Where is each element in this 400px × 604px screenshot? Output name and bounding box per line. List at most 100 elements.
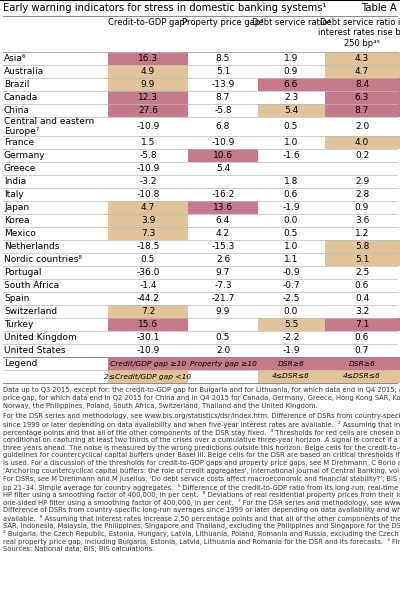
Bar xyxy=(108,214,188,227)
Text: Korea: Korea xyxy=(4,216,30,225)
Text: 1.0: 1.0 xyxy=(284,138,298,147)
Text: is used. For a discussion of the thresholds for credit-to-GDP gaps and property : is used. For a discussion of the thresho… xyxy=(3,460,400,466)
Text: -1.4: -1.4 xyxy=(139,281,157,290)
Text: DSR≥6: DSR≥6 xyxy=(349,361,375,367)
Bar xyxy=(188,201,258,214)
Text: 2.0: 2.0 xyxy=(216,346,230,355)
Text: 1.8: 1.8 xyxy=(284,177,298,186)
Text: 0.9: 0.9 xyxy=(284,67,298,76)
Text: Credit/GDP gap ≥10: Credit/GDP gap ≥10 xyxy=(110,361,186,367)
Text: 4.3: 4.3 xyxy=(355,54,369,63)
Text: -13.9: -13.9 xyxy=(211,80,235,89)
Text: 4≤DSR≤6: 4≤DSR≤6 xyxy=(272,373,310,379)
Text: -0.9: -0.9 xyxy=(282,268,300,277)
Text: Sources: National data; BIS; BIS calculations.: Sources: National data; BIS; BIS calcula… xyxy=(3,546,154,552)
Text: Mexico: Mexico xyxy=(4,229,36,238)
Text: 2.8: 2.8 xyxy=(355,190,369,199)
Text: Australia: Australia xyxy=(4,67,44,76)
Bar xyxy=(108,318,188,331)
Text: 5.4: 5.4 xyxy=(216,164,230,173)
Text: -18.5: -18.5 xyxy=(136,242,160,251)
Bar xyxy=(258,78,325,91)
Text: -10.9: -10.9 xyxy=(136,346,160,355)
Bar xyxy=(325,91,400,104)
Text: 6.3: 6.3 xyxy=(355,93,369,102)
Text: Credit-to-GDP gap²: Credit-to-GDP gap² xyxy=(108,18,188,27)
Bar xyxy=(108,91,188,104)
Text: 0.5: 0.5 xyxy=(284,229,298,238)
Text: ² Bulgaria, the Czech Republic, Estonia, Hungary, Latvia, Lithuania, Poland, Rom: ² Bulgaria, the Czech Republic, Estonia,… xyxy=(3,530,400,538)
Text: 8.5: 8.5 xyxy=(216,54,230,63)
Text: 3.9: 3.9 xyxy=(141,216,155,225)
Text: -10.8: -10.8 xyxy=(136,190,160,199)
Bar xyxy=(108,52,188,65)
Text: 2.9: 2.9 xyxy=(355,177,369,186)
Text: -5.8: -5.8 xyxy=(139,151,157,160)
Text: Nordic countries⁸: Nordic countries⁸ xyxy=(4,255,82,264)
Bar xyxy=(325,104,400,117)
Text: 0.6: 0.6 xyxy=(355,281,369,290)
Text: India: India xyxy=(4,177,26,186)
Text: three years ahead. The noise is measured by the wrong predictions outside this h: three years ahead. The noise is measured… xyxy=(3,445,400,451)
Bar xyxy=(325,136,400,149)
Text: 0.9: 0.9 xyxy=(355,203,369,212)
Text: Debt service ratio⁴: Debt service ratio⁴ xyxy=(252,18,330,27)
Text: -2.5: -2.5 xyxy=(282,294,300,303)
Text: -5.8: -5.8 xyxy=(214,106,232,115)
Text: -44.2: -44.2 xyxy=(136,294,160,303)
Text: -2.2: -2.2 xyxy=(282,333,300,342)
Text: 5.1: 5.1 xyxy=(216,67,230,76)
Text: For the DSR series and methodology, see www.bis.org/statistics/dsr/index.htm. Di: For the DSR series and methodology, see … xyxy=(3,413,400,419)
Bar xyxy=(108,357,188,370)
Text: 6.4: 6.4 xyxy=(216,216,230,225)
Text: 8.7: 8.7 xyxy=(355,106,369,115)
Text: 7.1: 7.1 xyxy=(355,320,369,329)
Text: 3.2: 3.2 xyxy=(355,307,369,316)
Bar xyxy=(108,201,188,214)
Text: 6.8: 6.8 xyxy=(216,122,230,131)
Text: 4≤DSR≤6: 4≤DSR≤6 xyxy=(343,373,381,379)
Text: one-sided HP filter using a smoothing factor of 400,000, in per cent.  ⁷ For the: one-sided HP filter using a smoothing fa… xyxy=(3,499,400,506)
Text: 2.5: 2.5 xyxy=(355,268,369,277)
Text: -10.9: -10.9 xyxy=(211,138,235,147)
Text: -30.1: -30.1 xyxy=(136,333,160,342)
Text: Property gap ≥10: Property gap ≥10 xyxy=(190,361,256,367)
Text: 4.9: 4.9 xyxy=(141,67,155,76)
Text: 4.7: 4.7 xyxy=(141,203,155,212)
Text: 9.9: 9.9 xyxy=(216,307,230,316)
Text: since 1999 or later depending on data availability and when five-year interest r: since 1999 or later depending on data av… xyxy=(3,421,400,428)
Bar xyxy=(258,104,325,117)
Text: -10.9: -10.9 xyxy=(136,164,160,173)
Text: 1.0: 1.0 xyxy=(284,242,298,251)
Text: Table A: Table A xyxy=(361,3,397,13)
Text: 27.6: 27.6 xyxy=(138,106,158,115)
Text: United States: United States xyxy=(4,346,66,355)
Bar xyxy=(108,65,188,78)
Text: HP filter using a smoothing factor of 400,000, in per cent.  ⁶ Deviations of rea: HP filter using a smoothing factor of 40… xyxy=(3,492,400,498)
Text: -0.7: -0.7 xyxy=(282,281,300,290)
Text: 1.1: 1.1 xyxy=(284,255,298,264)
Text: Debt service ratio if
interest rates rise by
250 bp⁴⁵: Debt service ratio if interest rates ris… xyxy=(318,18,400,48)
Text: China: China xyxy=(4,106,30,115)
Text: 3.6: 3.6 xyxy=(355,216,369,225)
Text: Greece: Greece xyxy=(4,164,36,173)
Text: Data up to Q3 2015, except for: the credit-to-GDP gap for Bulgaria and for Lithu: Data up to Q3 2015, except for: the cred… xyxy=(3,387,400,393)
Text: -10.9: -10.9 xyxy=(136,122,160,131)
Text: -16.2: -16.2 xyxy=(211,190,235,199)
Text: Portugal: Portugal xyxy=(4,268,42,277)
Text: Germany: Germany xyxy=(4,151,46,160)
Text: percentage points and that all of the other components of the DSR stay fixed.  ³: percentage points and that all of the ot… xyxy=(3,429,400,436)
Text: For DSRs, see M Drehmann and M Juselius, ‘Do debt service costs affect macroecon: For DSRs, see M Drehmann and M Juselius,… xyxy=(3,476,400,482)
Text: 0.5: 0.5 xyxy=(216,333,230,342)
Text: 4.2: 4.2 xyxy=(216,229,230,238)
Text: Central and eastern
Europe⁷: Central and eastern Europe⁷ xyxy=(4,117,94,136)
Text: -1.9: -1.9 xyxy=(282,203,300,212)
Bar xyxy=(258,318,325,331)
Text: 0.2: 0.2 xyxy=(355,151,369,160)
Text: 13.6: 13.6 xyxy=(213,203,233,212)
Text: -3.2: -3.2 xyxy=(139,177,157,186)
Text: Norway, the Philippines, Poland, South Africa, Switzerland, Thailand and the Uni: Norway, the Philippines, Poland, South A… xyxy=(3,403,318,408)
Text: conditional on capturing at least two thirds of the crises over a cumulative thr: conditional on capturing at least two th… xyxy=(3,437,400,443)
Text: 4.0: 4.0 xyxy=(355,138,369,147)
Text: -15.3: -15.3 xyxy=(211,242,235,251)
